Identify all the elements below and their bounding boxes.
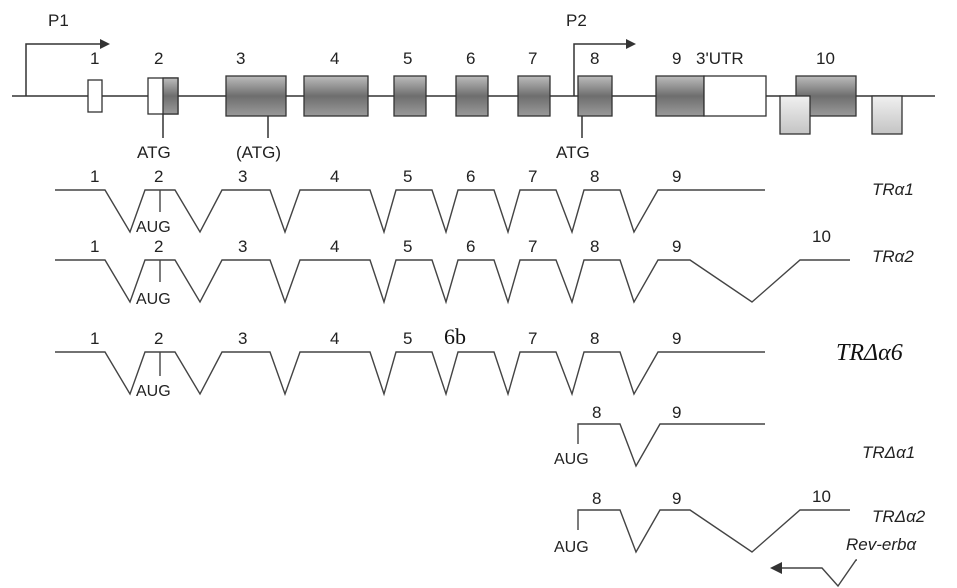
transcript-name: TRα1 bbox=[872, 180, 914, 199]
p1-arrowhead bbox=[100, 39, 110, 49]
exon-number: 3 bbox=[238, 329, 247, 348]
gene-structure: P1 P2 1 2 3 4 5 6 7 8 9 3'UTR 10 ATG bbox=[12, 11, 935, 162]
transcript-tr-delta-alpha6: AUG 1 2 3 4 5 6b 7 8 9 TRΔα6 bbox=[55, 324, 903, 400]
exon-4-box bbox=[303, 75, 369, 117]
aug-label: AUG bbox=[136, 383, 171, 400]
exon-4-label: 4 bbox=[330, 49, 339, 68]
transcript-tr-delta-alpha1: AUG 8 9 TRΔα1 bbox=[554, 403, 915, 468]
exon-number: 7 bbox=[528, 167, 537, 186]
atg-exon3-label: (ATG) bbox=[236, 143, 281, 162]
aug-label: AUG bbox=[136, 291, 171, 308]
exon-2-label: 2 bbox=[154, 49, 163, 68]
exon-number: 7 bbox=[528, 237, 537, 256]
splice-pattern bbox=[577, 423, 765, 468]
exon-number: 2 bbox=[154, 329, 163, 348]
aug-label: AUG bbox=[136, 219, 171, 236]
exon-6-label: 6 bbox=[466, 49, 475, 68]
atg-exon8-label: ATG bbox=[556, 143, 590, 162]
exon-number: 8 bbox=[590, 329, 599, 348]
exon-number: 1 bbox=[90, 167, 99, 186]
exon-9-box bbox=[655, 75, 705, 117]
rev-erb-alpha-name: Rev-erbα bbox=[846, 535, 917, 554]
exon-number: 10 bbox=[812, 227, 831, 246]
rev-erb-alpha-transcript: Rev-erbα bbox=[770, 535, 917, 588]
exon-number: 6 bbox=[466, 237, 475, 256]
exon-number: 5 bbox=[403, 329, 412, 348]
exon-9-label: 9 bbox=[672, 49, 681, 68]
exon-number: 4 bbox=[330, 167, 339, 186]
exon-6b-label: 6b bbox=[444, 324, 466, 349]
p2-promoter-arrow bbox=[573, 43, 630, 96]
p1-promoter-arrow bbox=[25, 43, 105, 96]
splice-pattern bbox=[55, 351, 765, 397]
exon-5-box bbox=[393, 75, 427, 117]
exon-number: 4 bbox=[330, 237, 339, 256]
p2-label: P2 bbox=[566, 11, 587, 30]
atg-exon2-label: ATG bbox=[137, 143, 171, 162]
transcript-tr-delta-alpha2: AUG 8 9 10 TRΔα2 bbox=[554, 487, 926, 556]
exon-5-label: 5 bbox=[403, 49, 412, 68]
exon-number: 8 bbox=[590, 167, 599, 186]
rev-erb-exon-a bbox=[779, 95, 811, 135]
p1-label: P1 bbox=[48, 11, 69, 30]
exon-number: 4 bbox=[330, 329, 339, 348]
exon-8-box bbox=[577, 75, 613, 117]
rev-erb-splice-line bbox=[782, 559, 857, 588]
exon-7-box bbox=[517, 75, 551, 117]
rev-erb-arrowhead bbox=[770, 562, 782, 574]
exon-number: 3 bbox=[238, 237, 247, 256]
exon-number: 8 bbox=[590, 237, 599, 256]
utr-3prime-label: 3'UTR bbox=[696, 49, 744, 68]
rev-erb-exon-b bbox=[871, 95, 903, 135]
splice-pattern bbox=[577, 509, 850, 554]
exon-number: 1 bbox=[90, 237, 99, 256]
aug-label: AUG bbox=[554, 539, 589, 556]
exon-number: 7 bbox=[528, 329, 537, 348]
exon-1-label: 1 bbox=[90, 49, 99, 68]
splice-pattern bbox=[55, 259, 850, 305]
exon-number: 5 bbox=[403, 167, 412, 186]
exon-number: 6 bbox=[466, 167, 475, 186]
exon-number: 5 bbox=[403, 237, 412, 256]
exon-7-label: 7 bbox=[528, 49, 537, 68]
exon-number: 8 bbox=[592, 403, 601, 422]
exon-number: 2 bbox=[154, 167, 163, 186]
splice-pattern bbox=[55, 189, 765, 235]
exon-number: 9 bbox=[672, 237, 681, 256]
transcript-name: TRΔα6 bbox=[836, 340, 903, 366]
exon-number: 8 bbox=[592, 489, 601, 508]
exon-number: 3 bbox=[238, 167, 247, 186]
exon-10-label: 10 bbox=[816, 49, 835, 68]
exon-3-box bbox=[225, 75, 287, 117]
exon-number: 2 bbox=[154, 237, 163, 256]
transcript-name: TRα2 bbox=[872, 247, 914, 266]
exon-8-label: 8 bbox=[590, 49, 599, 68]
exon-number: 1 bbox=[90, 329, 99, 348]
transcript-name: TRΔα2 bbox=[872, 507, 926, 526]
exon-number: 9 bbox=[672, 403, 681, 422]
exon-2-coding bbox=[162, 77, 179, 115]
p2-arrowhead bbox=[626, 39, 636, 49]
exon-number: 10 bbox=[812, 487, 831, 506]
exon-number: 9 bbox=[672, 329, 681, 348]
exon-number: 9 bbox=[672, 489, 681, 508]
exon-number: 9 bbox=[672, 167, 681, 186]
transcript-tr-alpha2: AUG 1 2 3 4 5 6 7 8 9 10 TRα2 bbox=[55, 227, 914, 308]
exon-1-box bbox=[87, 79, 103, 113]
transcript-name: TRΔα1 bbox=[862, 443, 915, 462]
transcript-tr-alpha1: AUG 1 2 3 4 5 6 7 8 9 TRα1 bbox=[55, 167, 914, 236]
exon-6-box bbox=[455, 75, 489, 117]
exon-3-label: 3 bbox=[236, 49, 245, 68]
utr-3prime-box bbox=[703, 75, 767, 117]
aug-label: AUG bbox=[554, 451, 589, 468]
